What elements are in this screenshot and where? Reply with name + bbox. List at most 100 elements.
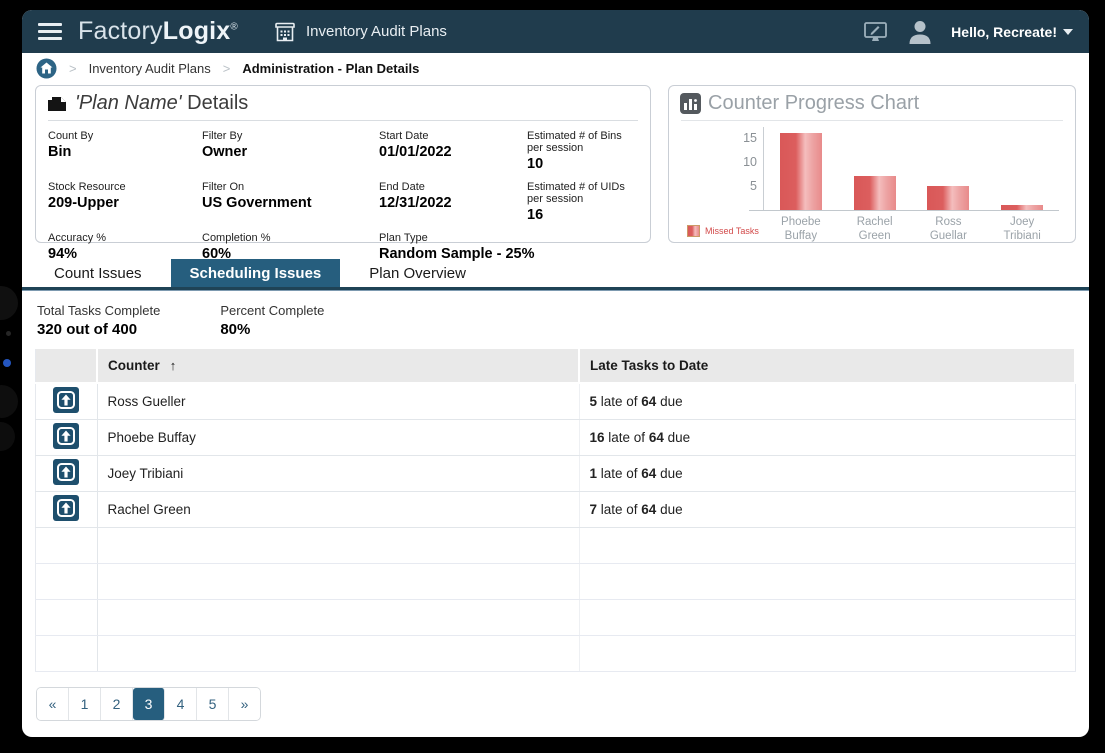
table-body: Ross Gueller 5 late of 64 due Phoebe Buf… xyxy=(35,383,1075,672)
field-plan-type: Plan Type Random Sample - 25% xyxy=(379,232,535,262)
tab-plan-overview[interactable]: Plan Overview xyxy=(369,265,466,282)
page-1-button[interactable]: 1 xyxy=(69,688,101,720)
chart-category-label: Joey Tribiani xyxy=(1003,216,1041,243)
table-row-empty xyxy=(35,635,1075,672)
module-header: Inventory Audit Plans xyxy=(272,20,447,44)
page-4-button[interactable]: 4 xyxy=(165,688,197,720)
app-window: FactoryLogix® Inventory Audit Plans xyxy=(22,10,1089,737)
background-shape xyxy=(0,286,18,320)
x-axis xyxy=(749,210,1059,211)
breadcrumb-current: Administration - Plan Details xyxy=(242,60,420,76)
counter-name: Joey Tribiani xyxy=(97,455,579,492)
background-shape xyxy=(0,422,15,451)
page-2-button[interactable]: 2 xyxy=(101,688,133,720)
app-logo: FactoryLogix® xyxy=(78,17,238,45)
page-3-button[interactable]: 3 xyxy=(133,688,165,720)
y-axis xyxy=(763,127,764,211)
background-shape xyxy=(3,359,11,367)
counter-name: Phoebe Buffay xyxy=(97,419,579,456)
chart-bar-slot: Phoebe Buffay xyxy=(764,126,838,242)
page-5-button[interactable]: 5 xyxy=(197,688,229,720)
field-uids-per-session: Estimated # of UIDs per session 16 xyxy=(527,181,625,223)
sort-ascending-icon[interactable]: ↑ xyxy=(169,358,177,373)
counter-progress-chart-panel: Counter Progress Chart Phoebe Buffay Rache… xyxy=(668,85,1076,243)
field-start-date: Start Date 01/01/2022 xyxy=(379,130,452,160)
breadcrumb-separator: > xyxy=(222,60,231,76)
chart-bar xyxy=(853,176,896,210)
scheduling-issues-table: Counter ↑ Late Tasks to Date Ross Gueller… xyxy=(35,349,1076,672)
chart-bars: Phoebe Buffay Rachel Green Ross Guellar Joey Tr… xyxy=(764,126,1059,242)
greeting-text: Hello, Recreate! xyxy=(951,23,1057,40)
summary-stats: Total Tasks Complete 320 out of 400 Perc… xyxy=(22,290,1089,349)
table-row[interactable]: Ross Gueller 5 late of 64 due xyxy=(35,383,1075,420)
menu-icon[interactable] xyxy=(38,23,62,40)
y-axis-tick: 15 xyxy=(743,131,757,145)
documents-icon xyxy=(46,93,69,114)
field-end-date: End Date 12/31/2022 xyxy=(379,181,452,211)
tab-scheduling-issues[interactable]: Scheduling Issues xyxy=(170,259,341,287)
chart-category-label: Ross Guellar xyxy=(929,216,967,243)
bar-chart-icon xyxy=(679,92,702,115)
counter-name: Ross Gueller xyxy=(97,383,579,420)
field-completion: Completion % 60% xyxy=(202,232,271,262)
divider xyxy=(681,120,1063,121)
chart-legend: Missed Tasks xyxy=(687,225,759,237)
table-row[interactable]: Phoebe Buffay 16 late of 64 due xyxy=(35,419,1075,456)
y-axis-tick: 10 xyxy=(743,155,757,169)
chart-bar xyxy=(779,133,822,210)
legend-label: Missed Tasks xyxy=(705,226,759,236)
late-tasks-value: 16 late of 64 due xyxy=(578,419,1075,456)
counter-name: Rachel Green xyxy=(97,491,579,528)
plan-details-panel: 'Plan Name' Details Count By Bin Filter B… xyxy=(35,85,651,262)
column-header-icon xyxy=(35,349,98,384)
table-row-empty xyxy=(35,599,1075,636)
open-counter-icon[interactable] xyxy=(53,387,80,413)
field-accuracy: Accuracy % 94% xyxy=(48,232,107,262)
table-row[interactable]: Joey Tribiani 1 late of 64 due xyxy=(35,455,1075,492)
chart-bar-slot: Rachel Green xyxy=(838,126,912,242)
user-avatar-icon[interactable] xyxy=(905,18,935,45)
chart-bar xyxy=(927,186,970,210)
bar-chart: Phoebe Buffay Rachel Green Ross Guellar Joey Tr… xyxy=(679,125,1065,242)
background-shape xyxy=(6,331,11,336)
breadcrumb-parent[interactable]: Inventory Audit Plans xyxy=(88,60,211,76)
stat-total-tasks: Total Tasks Complete 320 out of 400 xyxy=(37,303,161,338)
chart-bar-slot: Joey Tribiani xyxy=(985,126,1059,242)
tab-count-issues[interactable]: Count Issues xyxy=(54,265,142,282)
stat-percent-complete: Percent Complete 80% xyxy=(220,303,325,338)
page-last-button[interactable]: » xyxy=(229,688,260,720)
chart-category-label: Phoebe Buffay xyxy=(781,216,821,243)
table-row-empty xyxy=(35,527,1075,564)
breadcrumb-separator: > xyxy=(69,60,77,76)
open-counter-icon[interactable] xyxy=(53,459,80,485)
table-row[interactable]: Rachel Green 7 late of 64 due xyxy=(35,491,1075,528)
user-menu[interactable]: Hello, Recreate! xyxy=(951,24,1073,40)
open-counter-icon[interactable] xyxy=(53,495,80,521)
open-counter-icon[interactable] xyxy=(53,423,80,449)
warehouse-icon xyxy=(272,20,298,44)
field-count-by: Count By Bin xyxy=(48,130,94,160)
late-tasks-value: 1 late of 64 due xyxy=(578,455,1075,492)
plan-fields: Count By Bin Filter By Owner Start Date 01/… xyxy=(46,130,640,262)
field-filter-by: Filter By Owner xyxy=(202,130,248,160)
field-bins-per-session: Estimated # of Bins per session 10 xyxy=(527,130,622,172)
pagination: « 1 2 3 4 5 » xyxy=(36,687,261,721)
module-title: Inventory Audit Plans xyxy=(306,23,447,40)
field-filter-on: Filter On US Government xyxy=(202,181,312,211)
chart-bar-slot: Ross Guellar xyxy=(912,126,986,242)
column-header-counter[interactable]: Counter ↑ xyxy=(97,349,580,384)
y-axis-tick: 5 xyxy=(750,179,757,193)
panel-title: 'Plan Name' Details xyxy=(75,92,249,114)
field-stock-resource: Stock Resource 209-Upper xyxy=(48,181,126,211)
page-first-button[interactable]: « xyxy=(37,688,69,720)
divider xyxy=(48,120,638,121)
panel-title: Counter Progress Chart xyxy=(708,92,920,114)
chart-bar xyxy=(1001,205,1044,210)
background-shape xyxy=(0,385,18,418)
home-icon[interactable] xyxy=(36,58,57,79)
app-header: FactoryLogix® Inventory Audit Plans xyxy=(22,10,1089,53)
chart-category-label: Rachel Green xyxy=(856,216,893,243)
column-header-late-tasks[interactable]: Late Tasks to Date xyxy=(579,349,1076,384)
display-edit-icon[interactable] xyxy=(862,20,889,44)
breadcrumb: > Inventory Audit Plans > Administration… xyxy=(22,53,1089,83)
